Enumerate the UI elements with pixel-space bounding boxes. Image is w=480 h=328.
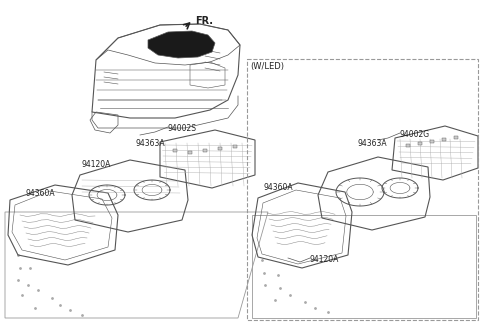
- Bar: [247, 59, 478, 320]
- Text: FR.: FR.: [195, 16, 213, 26]
- Bar: [218, 147, 222, 150]
- Text: 94002G: 94002G: [400, 130, 430, 139]
- Text: (W/LED): (W/LED): [250, 62, 284, 71]
- Bar: [430, 139, 434, 142]
- Bar: [173, 149, 177, 152]
- Bar: [454, 135, 458, 138]
- Bar: [233, 145, 237, 148]
- Bar: [188, 151, 192, 154]
- Text: 94360A: 94360A: [263, 183, 293, 192]
- Text: 94363A: 94363A: [136, 139, 166, 148]
- Text: 94120A: 94120A: [82, 160, 111, 169]
- Text: 94120A: 94120A: [310, 255, 339, 264]
- Bar: [203, 149, 207, 152]
- Bar: [442, 137, 446, 140]
- Bar: [418, 141, 422, 145]
- Text: 94360A: 94360A: [26, 189, 56, 198]
- Text: 94363A: 94363A: [358, 139, 388, 148]
- Text: 94002S: 94002S: [168, 124, 197, 133]
- Polygon shape: [148, 31, 215, 58]
- Bar: [406, 144, 410, 147]
